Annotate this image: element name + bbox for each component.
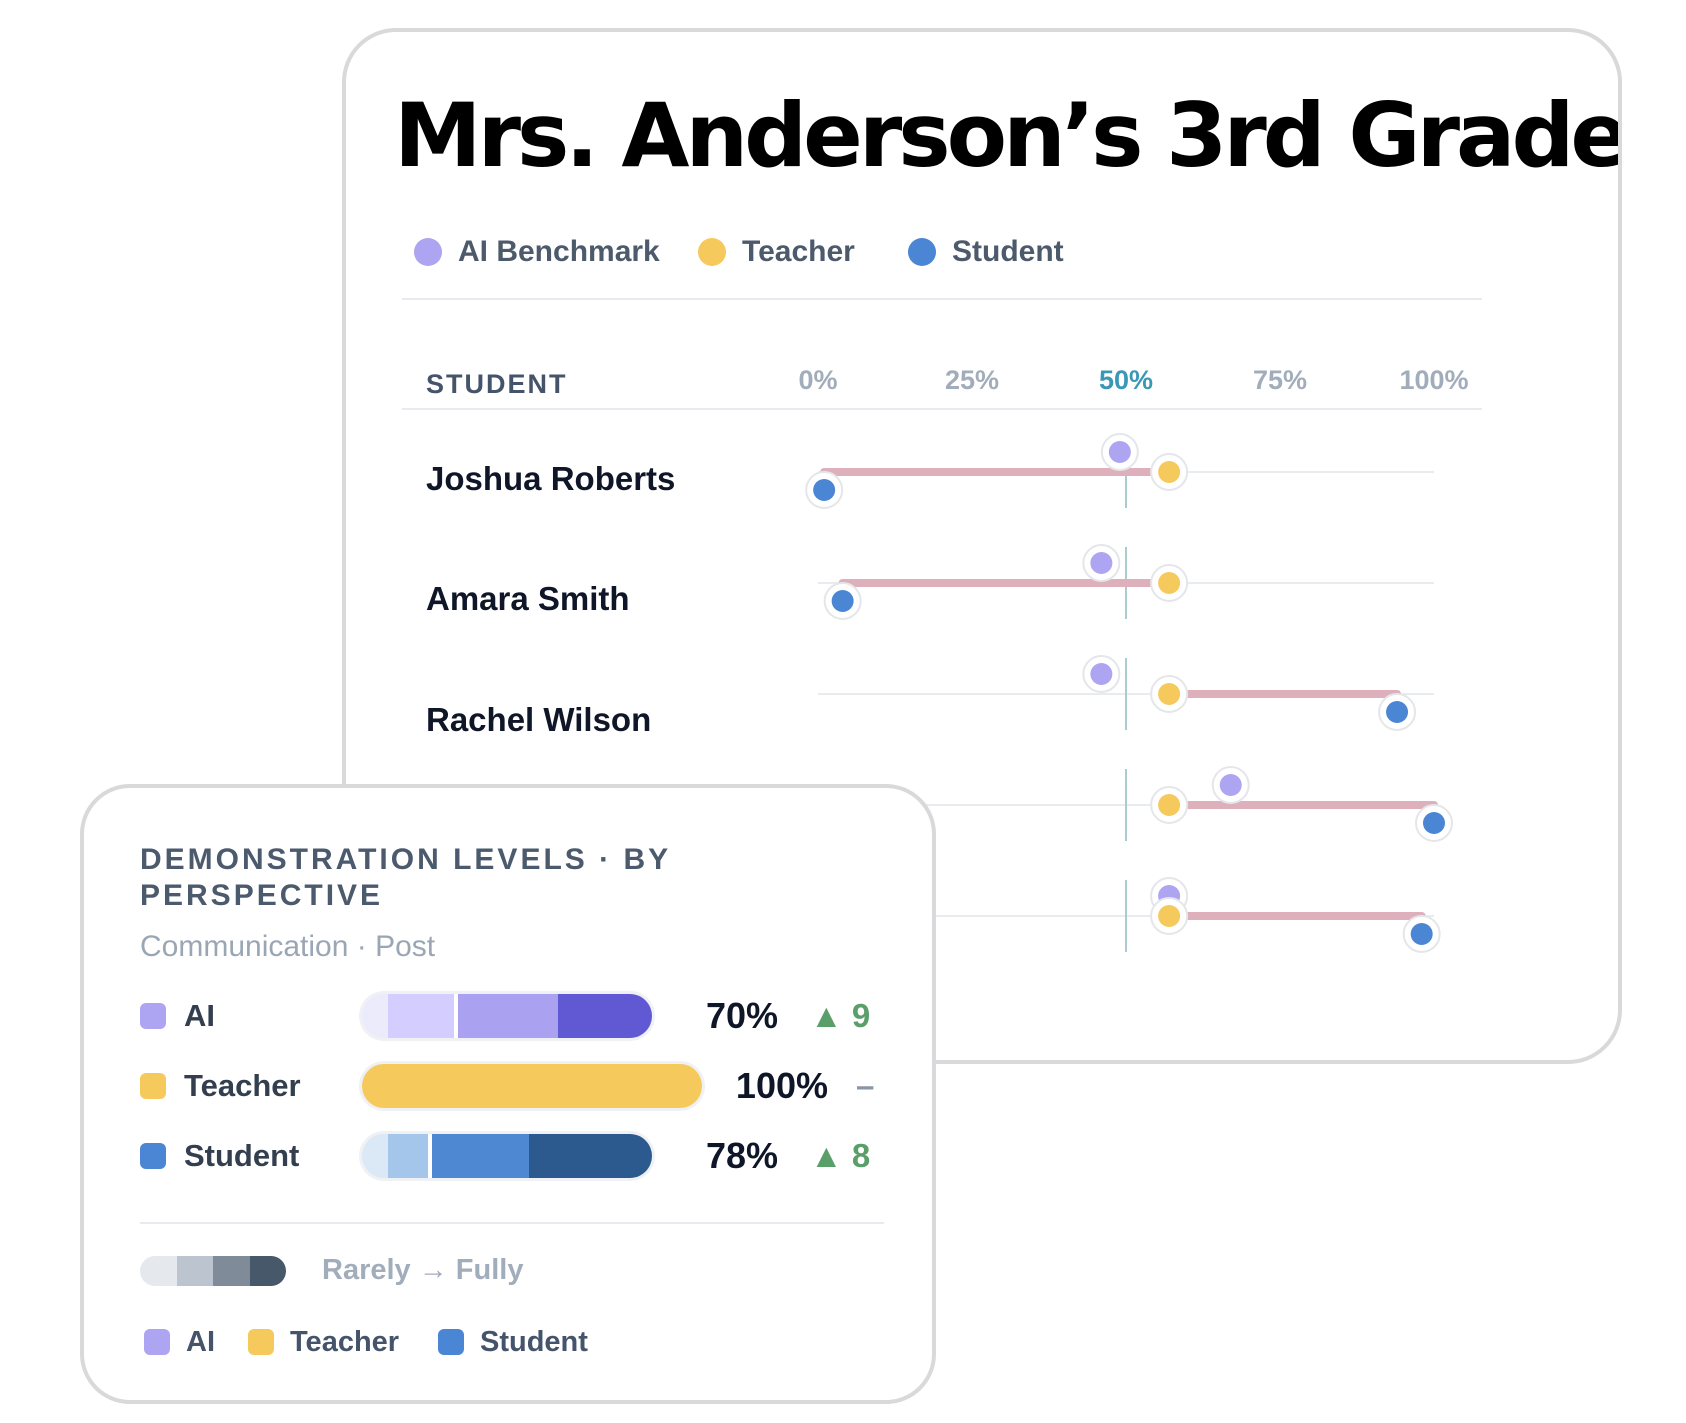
card-subtitle: Communication · Post <box>140 930 436 963</box>
ai-swatch-icon <box>140 1003 166 1029</box>
change-indicator: ▲ 8 <box>810 1137 871 1174</box>
legend-label-ai: AI Benchmark <box>458 235 660 268</box>
student-name[interactable]: Amara Smith <box>426 580 630 617</box>
student-swatch-icon <box>438 1329 464 1355</box>
teacher-dot-icon <box>698 238 726 266</box>
level-segment <box>387 1134 432 1178</box>
level-bar <box>362 1134 652 1178</box>
legend-item-ai: AI <box>144 1322 215 1362</box>
level-segment <box>557 994 652 1038</box>
divider <box>140 1222 884 1224</box>
x-tick-25: 25% <box>944 365 1000 395</box>
level-segment <box>362 994 388 1038</box>
ai-point <box>1090 663 1113 685</box>
scale-label: Rarely → Fully <box>322 1254 524 1286</box>
ai-dot-icon <box>414 238 442 266</box>
ai-point <box>1108 441 1131 463</box>
teacher-point <box>1158 905 1181 927</box>
level-segment <box>387 994 458 1038</box>
perspective-row-teacher: Teacher 100% – <box>140 1064 880 1108</box>
scale-segment <box>140 1256 177 1286</box>
change-indicator: – <box>856 1067 875 1104</box>
percent-value: 78% <box>705 1135 778 1176</box>
student-name[interactable]: Joshua Roberts <box>426 460 676 497</box>
student-point <box>1410 923 1433 945</box>
ai-point <box>1219 774 1242 796</box>
x-tick-50: 50% <box>1098 365 1154 395</box>
teacher-point <box>1158 683 1181 705</box>
ai-swatch-icon <box>144 1329 170 1355</box>
x-tick-100: 100% <box>1399 365 1469 395</box>
legend-label-teacher: Teacher <box>290 1325 400 1358</box>
legend-item-teacher: Teacher <box>248 1322 399 1362</box>
legend-label-student: Student <box>952 235 1064 268</box>
teacher-point <box>1158 461 1181 483</box>
percent-value: 100% <box>735 1065 828 1106</box>
scale-segment <box>213 1256 250 1286</box>
perspective-label: AI <box>184 998 215 1033</box>
student-name[interactable]: Rachel Wilson <box>426 701 652 738</box>
student-point <box>1423 812 1445 834</box>
percent-value: 70% <box>705 995 778 1036</box>
demonstration-levels-card: DEMONSTRATION LEVELS · BY PERSPECTIVE Co… <box>80 784 936 1404</box>
legend-label-teacher: Teacher <box>742 235 855 268</box>
column-header-student: STUDENT <box>426 369 568 399</box>
legend-item-student: Student <box>908 232 1064 272</box>
teacher-point <box>1158 572 1181 594</box>
legend-item-ai: AI Benchmark <box>414 232 660 272</box>
student-point <box>813 479 836 501</box>
level-segment <box>362 1064 702 1108</box>
page-title: Mrs. Anderson’s 3rd Grade <box>394 84 1622 187</box>
legend-item-teacher: Teacher <box>698 232 855 272</box>
dumbbell-plot <box>805 433 1453 953</box>
level-segment <box>529 1134 652 1178</box>
level-bar <box>362 994 652 1038</box>
level-scale-bar <box>140 1256 286 1286</box>
legend-item-student: Student <box>438 1322 588 1362</box>
legend-label-ai: AI <box>186 1325 215 1358</box>
teacher-swatch-icon <box>248 1329 274 1355</box>
divider <box>402 408 1482 410</box>
level-bar <box>362 1064 702 1108</box>
scale-segment <box>249 1256 286 1286</box>
perspective-label: Teacher <box>184 1068 301 1103</box>
student-point <box>1386 701 1409 723</box>
student-point <box>831 590 854 612</box>
level-segment <box>457 994 558 1038</box>
divider <box>402 298 1482 300</box>
x-tick-0: 0% <box>798 365 838 395</box>
level-segment <box>362 1134 388 1178</box>
change-indicator: ▲ 9 <box>810 997 871 1034</box>
perspective-row-student: Student 78% ▲ 8 <box>140 1134 880 1178</box>
perspective-label: Student <box>184 1138 300 1173</box>
ai-point <box>1090 552 1113 574</box>
student-dot-icon <box>908 238 936 266</box>
teacher-swatch-icon <box>140 1073 166 1099</box>
card-title: DEMONSTRATION LEVELS · BY PERSPECTIVE <box>140 843 671 912</box>
legend-label-student: Student <box>480 1325 588 1358</box>
student-swatch-icon <box>140 1143 166 1169</box>
perspective-row-ai: AI 70% ▲ 9 <box>140 994 880 1038</box>
teacher-point <box>1158 794 1181 816</box>
x-tick-75: 75% <box>1252 365 1308 395</box>
level-segment <box>431 1134 530 1178</box>
scale-segment <box>176 1256 213 1286</box>
